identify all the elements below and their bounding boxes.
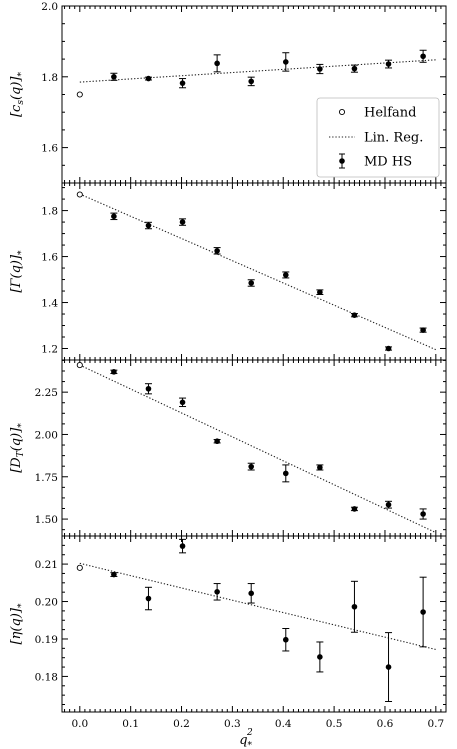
md-point	[179, 80, 186, 86]
md-point	[145, 385, 152, 392]
md-point	[420, 511, 426, 517]
y-tick-label: 0.18	[35, 671, 58, 683]
x-tick-label: 0.4	[275, 718, 292, 730]
y-tick-label: 1.6	[41, 143, 58, 155]
x-axis-title-sup: 2	[246, 728, 253, 738]
md-point	[214, 248, 220, 254]
x-tick-label: 0.6	[377, 718, 394, 730]
helfand-point	[76, 564, 83, 571]
plot-frame	[61, 182, 447, 361]
md-point	[248, 463, 255, 470]
y-tick-label: 1.8	[41, 72, 58, 84]
y-tick-label: 1.4	[41, 298, 58, 310]
y-tick-label: 2.25	[35, 387, 58, 399]
md-point	[248, 78, 255, 85]
md-point	[317, 289, 323, 295]
helfand-point	[76, 191, 83, 198]
legend-marker-md	[339, 158, 345, 164]
y-tick-label: 1.2	[41, 344, 58, 356]
y-axis-title: [DT(q)]*	[9, 423, 27, 473]
x-tick-label: 0.2	[173, 718, 190, 730]
md-point	[179, 543, 186, 549]
md-point	[248, 280, 255, 286]
regression-line	[79, 59, 436, 83]
y-tick-label: 1.8	[41, 206, 58, 218]
y-axis-title: [cs(q)]*	[9, 71, 27, 117]
md-point	[420, 53, 426, 60]
x-axis-title-main: q	[239, 733, 247, 748]
md-point	[111, 571, 117, 578]
md-point	[145, 222, 152, 229]
md-point	[214, 588, 220, 595]
regression-line	[79, 364, 437, 534]
legend-label: MD HS	[364, 155, 412, 170]
plot-frame	[61, 359, 447, 537]
legend-marker-helfand	[338, 108, 346, 116]
legend-label: Helfand	[364, 106, 416, 121]
x-tick-label: 0.1	[122, 718, 139, 730]
legend-label: Lin. Reg.	[364, 131, 423, 146]
md-point	[351, 312, 358, 318]
md-point	[420, 609, 426, 615]
md-point	[282, 636, 289, 643]
x-tick-label: 0.3	[224, 718, 241, 730]
y-tick-label: 1.50	[35, 514, 58, 526]
x-tick-label: 0.5	[326, 718, 343, 730]
md-point	[179, 219, 186, 225]
md-point	[317, 654, 323, 660]
y-tick-label: 1.75	[35, 472, 58, 484]
md-point	[351, 65, 358, 72]
md-point	[385, 61, 392, 67]
md-point	[351, 506, 358, 512]
md-point	[385, 501, 392, 508]
x-tick-label: 0.7	[427, 718, 444, 730]
regression-line	[79, 562, 436, 650]
y-tick-label: 0.21	[35, 559, 58, 571]
panel-2: 1.2 1.4 1.6 1.8 [Γ(q)]*	[9, 182, 447, 361]
md-point	[111, 74, 117, 80]
y-tick-label: 1.6	[41, 252, 58, 264]
md-point	[317, 66, 323, 72]
md-point	[420, 327, 426, 333]
panel-4: 0.18 0.19 0.20 0.21 [η(q)]* 0.0 0.1 0.2 0.3 0.4 0.…	[9, 535, 447, 730]
y-tick-label: 0.20	[35, 597, 58, 609]
legend-box	[316, 97, 440, 178]
md-point	[248, 590, 255, 597]
y-tick-label: 0.19	[35, 634, 58, 646]
md-point	[317, 464, 323, 471]
legend: Helfand Lin. Reg. MD HS	[316, 97, 440, 178]
panel-3: 1.50 1.75 2.00 2.25 [DT(q)]*	[9, 359, 447, 537]
md-point	[145, 595, 152, 602]
x-tick-label: 0.0	[71, 718, 88, 730]
regression-line	[79, 193, 437, 351]
helfand-point	[76, 91, 83, 98]
md-point	[351, 603, 358, 610]
md-point	[179, 399, 186, 406]
md-point	[145, 75, 152, 82]
md-point	[111, 369, 117, 375]
panel-1: 1.6 1.8 2.0 [cs(q)]* Helfand Lin. Reg. MD HS	[9, 1, 447, 184]
y-axis-title: [Γ(q)]*	[9, 250, 27, 293]
x-axis-title-sub: *	[248, 741, 253, 749]
md-point	[214, 438, 220, 445]
md-point	[282, 470, 289, 477]
md-point	[282, 59, 289, 65]
md-point	[385, 345, 392, 352]
y-tick-label: 2.0	[41, 1, 58, 13]
md-point	[111, 213, 117, 220]
plot-frame	[61, 535, 447, 713]
md-point	[214, 60, 220, 67]
y-tick-label: 2.00	[35, 429, 58, 441]
md-point	[282, 272, 289, 278]
y-axis-title: [η(q)]*	[9, 603, 27, 644]
helfand-point	[76, 362, 83, 369]
x-axis-title: q* 2	[239, 728, 253, 749]
svg-text:q*2: q* 2	[239, 728, 253, 749]
md-point	[385, 664, 392, 670]
